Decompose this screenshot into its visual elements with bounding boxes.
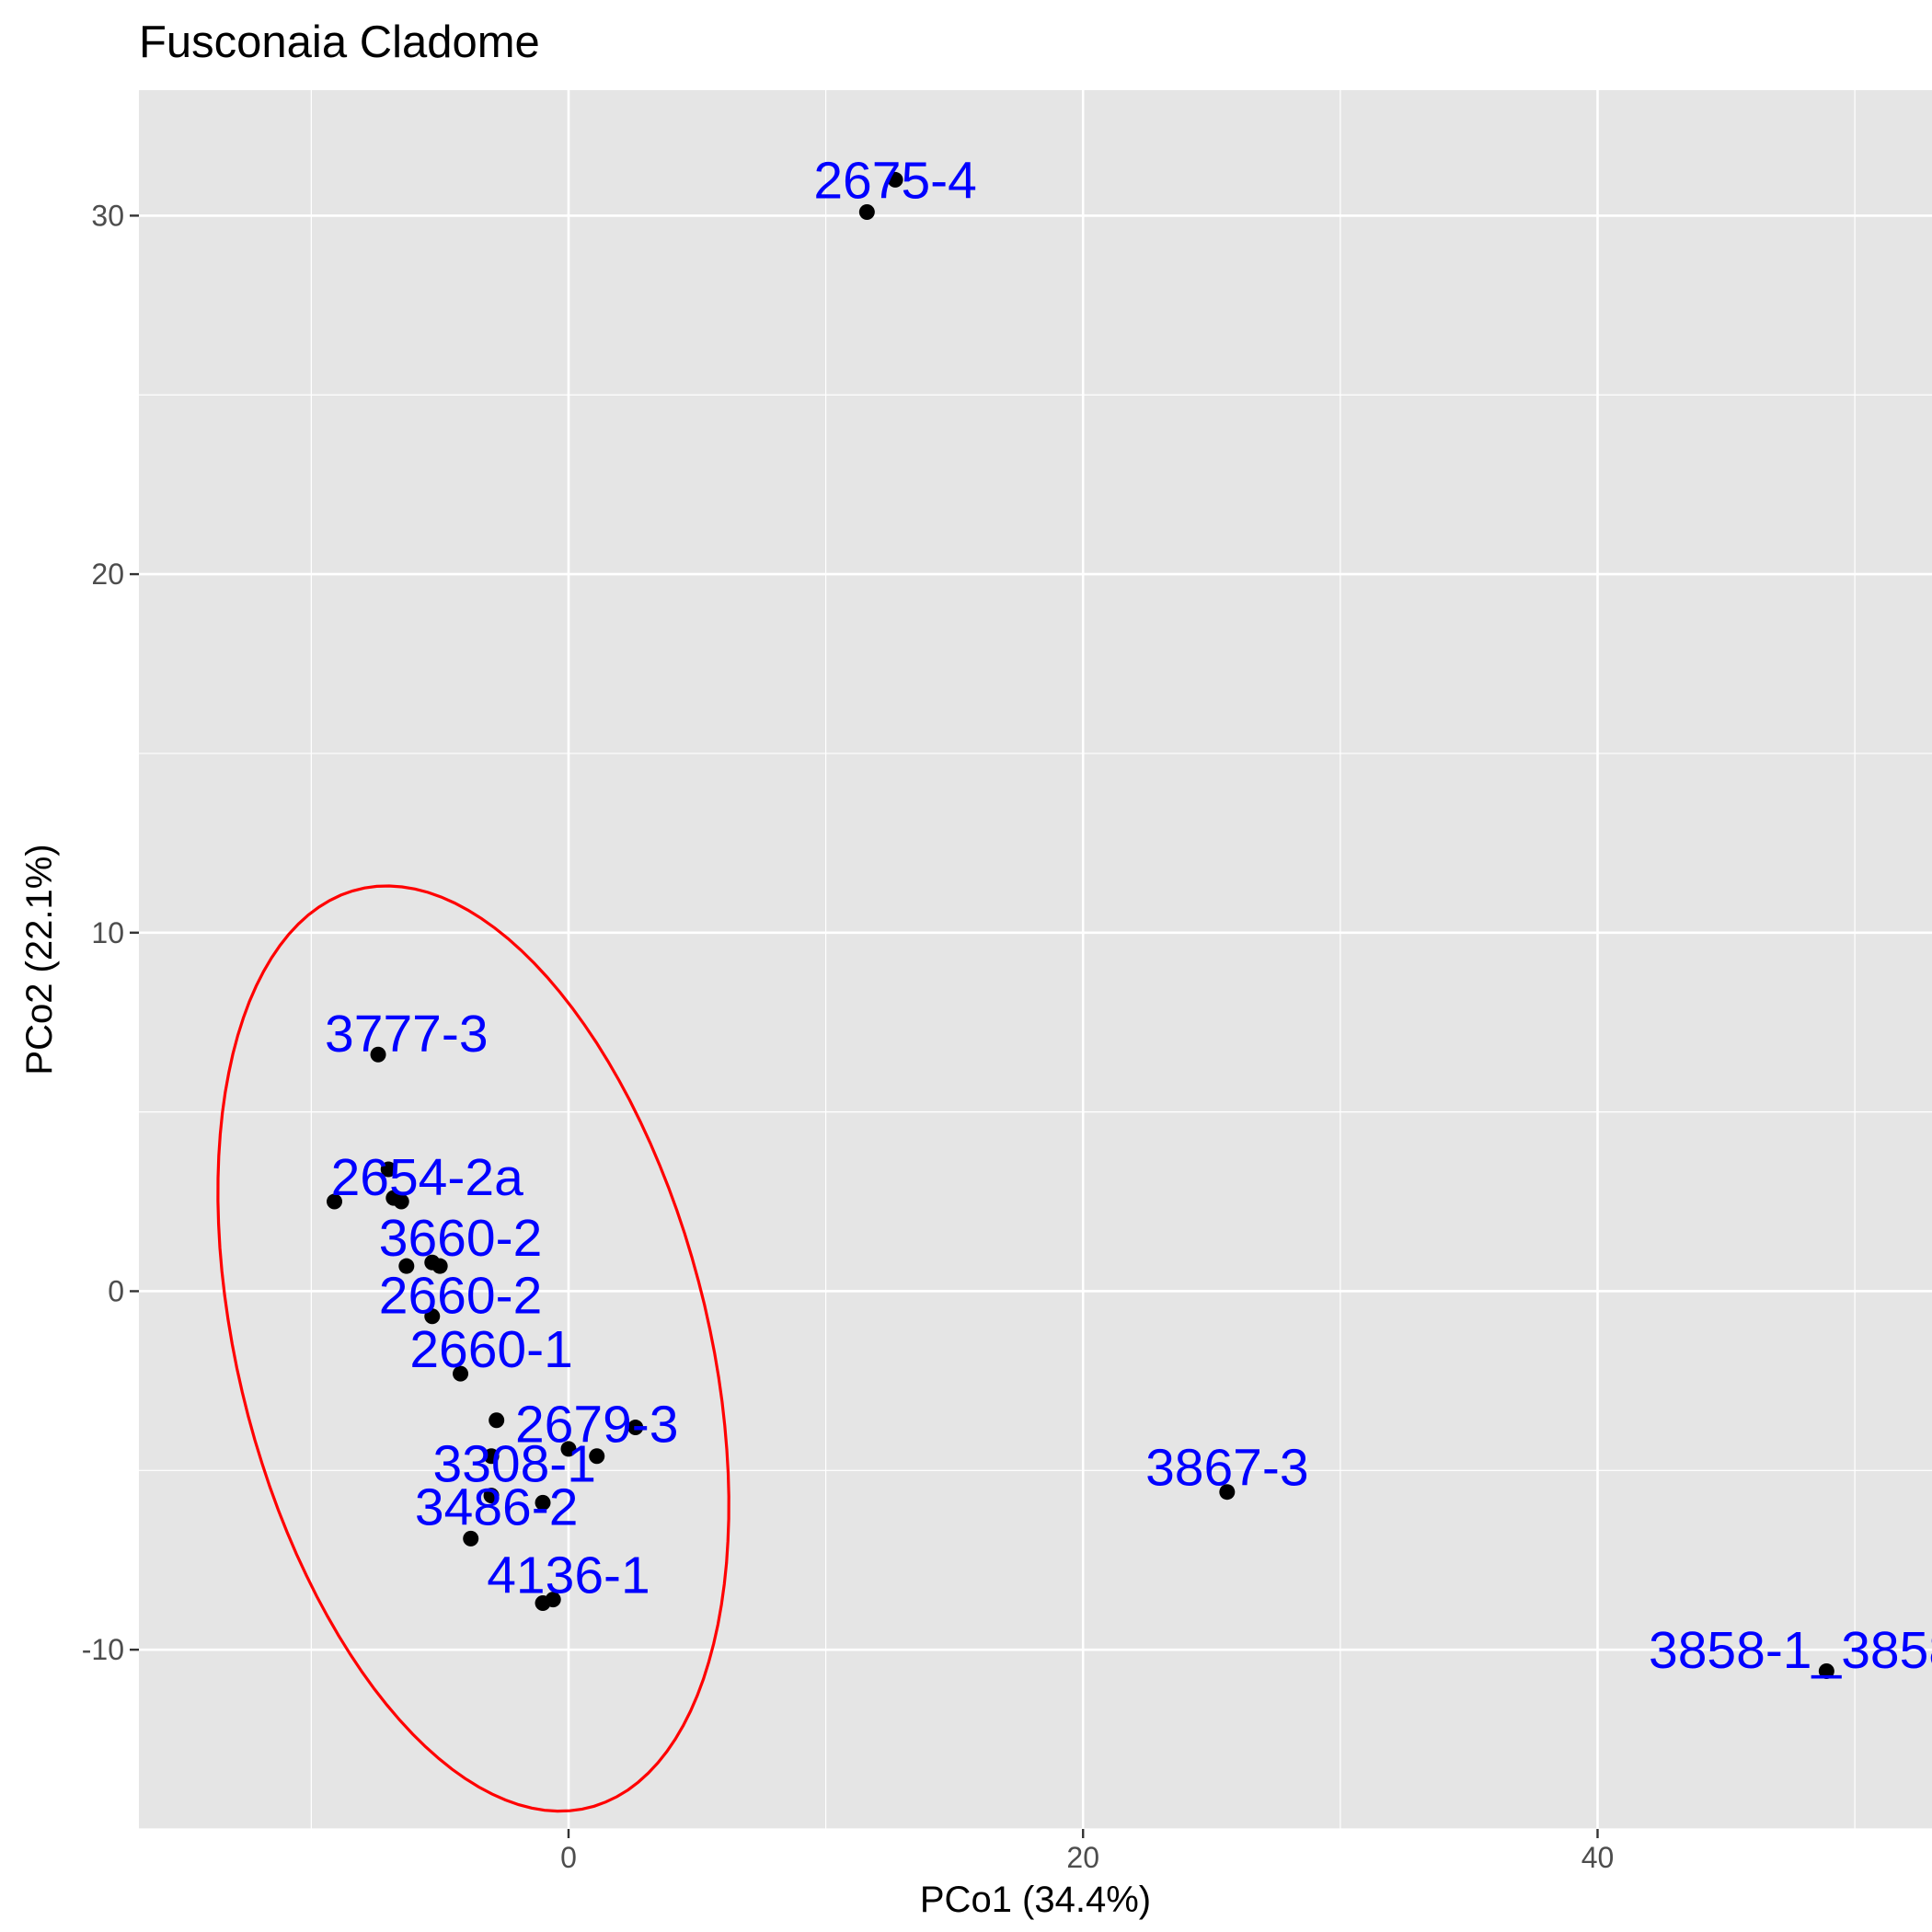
x-tick-label: 40 [1581,1841,1615,1874]
x-tick-label: 20 [1066,1841,1099,1874]
chart-title: Fusconaia Cladome [139,17,540,67]
point-label: 3777-3 [325,1005,489,1064]
y-tick-label: 0 [108,1274,124,1307]
data-point [370,1046,386,1063]
data-point [545,1592,561,1608]
point-label: 2660-1 [409,1320,573,1379]
data-point [589,1448,605,1465]
y-tick-label: 20 [91,558,124,591]
y-tick-label: 10 [91,916,124,949]
confidence-ellipse [216,884,730,1813]
point-label: 2660-2 [379,1266,543,1325]
data-point [858,203,875,220]
data-point [424,1308,441,1325]
point-label: 2675-4 [813,151,977,210]
data-point [393,1193,409,1210]
data-point [483,1448,500,1465]
minor-gridlines [139,90,1932,1830]
data-point [380,1161,397,1178]
point-label: 2654-2a [331,1148,523,1207]
data-point [327,1193,343,1210]
x-axis: 0 20 40 [560,1829,1614,1874]
data-point [887,171,903,188]
point-label: 3660-2 [379,1209,543,1268]
point-label: 3486-2 [415,1478,579,1536]
point-label: 3858-1_3858-2 [1649,1621,1932,1680]
data-point [431,1258,448,1274]
data-point [463,1530,479,1547]
data-point [453,1365,469,1382]
y-axis-title: PCo2 (22.1%) [19,844,60,1075]
point-label: 3867-3 [1145,1438,1309,1497]
data-point [1818,1663,1834,1680]
y-axis: -10 0 10 20 30 [82,199,139,1666]
y-tick-label: -10 [82,1633,124,1666]
x-tick-label: 0 [560,1841,577,1874]
data-point [535,1494,551,1511]
points-layer [327,171,1834,1680]
plot-panel [139,90,1932,1829]
point-label: 2679-3 [515,1396,679,1455]
point-label: 4136-1 [487,1546,650,1604]
y-tick-label: 30 [91,199,124,232]
point-label: 3308-1 [433,1435,597,1494]
data-point [1219,1484,1236,1501]
major-gridlines [139,90,1932,1829]
data-point [627,1420,644,1436]
data-point [483,1488,500,1504]
data-point [489,1412,505,1429]
data-point [560,1441,577,1457]
x-axis-title: PCo1 (34.4%) [920,1880,1151,1920]
data-point [398,1258,415,1274]
